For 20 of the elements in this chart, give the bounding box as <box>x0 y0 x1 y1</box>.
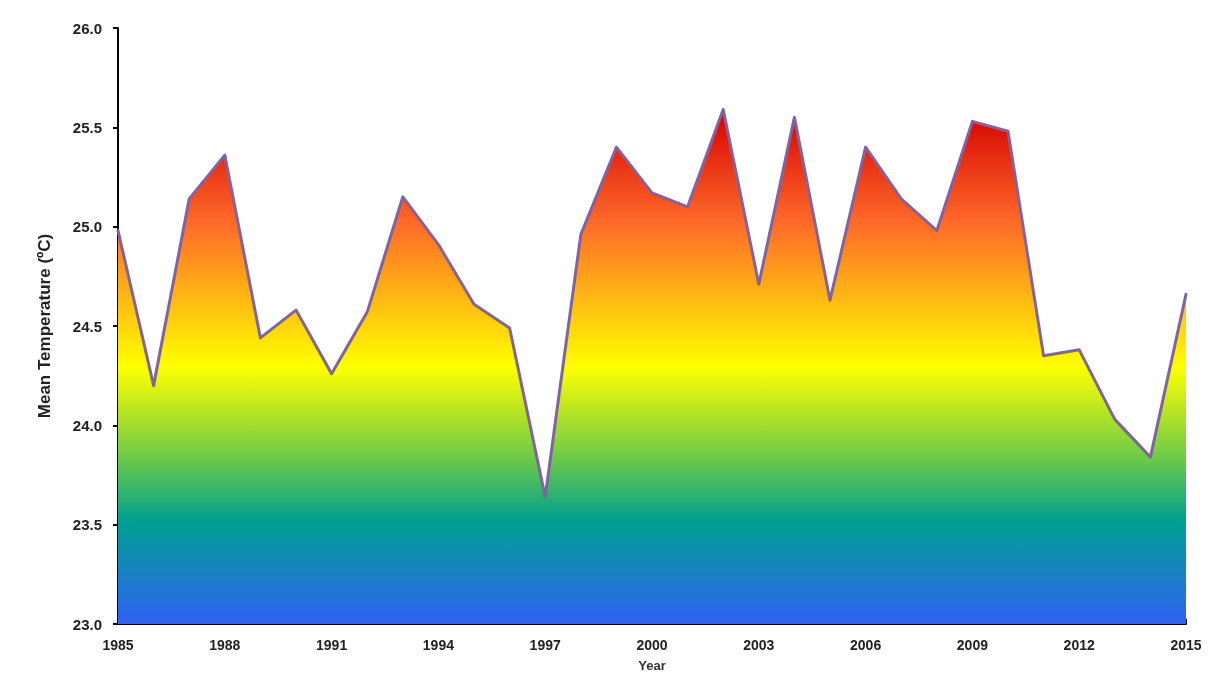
y-tick-label: 26.0 <box>72 19 102 37</box>
y-axis-title: Mean Temperature (ºC) <box>35 233 54 419</box>
x-tick-label: 2006 <box>850 637 882 653</box>
y-tick-label: 23.5 <box>72 516 102 534</box>
x-tick-label: 2012 <box>1063 637 1095 653</box>
y-tick-label: 25.5 <box>72 118 102 136</box>
x-tick-label: 2003 <box>743 637 775 653</box>
x-tick-label: 1997 <box>529 637 561 653</box>
x-tick-label: 1991 <box>316 637 348 653</box>
x-axis-title: Year <box>638 658 666 673</box>
x-tick-label: 1988 <box>209 637 241 653</box>
y-tick-label: 23.0 <box>72 615 102 633</box>
y-tick-label: 24.5 <box>72 317 102 335</box>
x-tick-label: 1985 <box>102 637 134 653</box>
y-tick-label: 25.0 <box>72 218 102 236</box>
x-tick-label: 2009 <box>956 637 989 653</box>
y-tick-label: 24.0 <box>72 416 102 434</box>
x-tick-label: 1994 <box>422 637 455 653</box>
x-tick-label: 2000 <box>636 637 668 653</box>
x-tick-label: 2015 <box>1170 637 1202 653</box>
